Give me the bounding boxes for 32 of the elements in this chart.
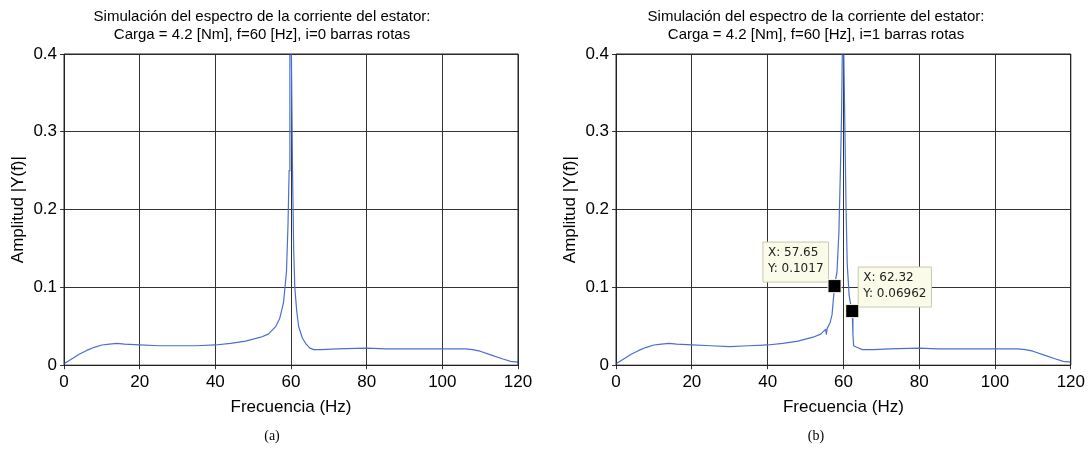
x-tick-label: 80 [909, 372, 929, 392]
y-axis-title: Amplitud |Y(f)| [7, 156, 27, 264]
x-tick-label: 20 [130, 372, 150, 392]
x-tick-label: 20 [682, 372, 702, 392]
x-tick-label: 60 [833, 372, 853, 392]
text: (b) [806, 428, 826, 444]
x-tick-label: 120 [503, 372, 533, 392]
x-axis-title: Frecuencia (Hz) [782, 397, 904, 417]
x-tick-label: 120 [1056, 372, 1086, 392]
y-tick-label: 0.2 [33, 199, 58, 219]
x-tick-label: 100 [980, 372, 1010, 392]
x-tick-label: 40 [205, 372, 225, 392]
annotation: X: 57.65 Y: 0.1017 [766, 245, 824, 276]
x-tick-label: 60 [281, 372, 301, 392]
chart-title: Simulación del espectro de la corriente del estator: Carga = 4.2 [Nm], f=60 [Hz], i=1 barras rotas [647, 7, 985, 43]
y-tick-label: 0.2 [585, 199, 610, 219]
y-tick-label: 0.3 [33, 121, 58, 141]
annotation: X: 62.32 Y: 0.06962 [862, 270, 927, 301]
y-tick-label: 0 [47, 354, 58, 374]
x-tick-label: 100 [428, 372, 457, 392]
y-tick-label: 0.1 [585, 277, 610, 297]
chart-title: Simulación del espectro de la corriente del estator: Carga = 4.2 [Nm], f=60 [Hz], i=0 barras rotas [93, 7, 431, 43]
y-axis-title: Amplitud |Y(f)| [559, 156, 579, 264]
x-tick-label: 40 [758, 372, 778, 392]
x-axis-title: Frecuencia (Hz) [230, 397, 352, 417]
y-tick-label: 0.3 [585, 121, 610, 141]
x-tick-label: 80 [357, 372, 377, 392]
text: (a) [263, 428, 281, 444]
y-tick-label: 0.1 [33, 277, 58, 297]
y-tick-label: 0.4 [585, 43, 610, 63]
y-tick-label: 0 [599, 354, 610, 374]
y-tick-label: 0.4 [33, 43, 58, 63]
